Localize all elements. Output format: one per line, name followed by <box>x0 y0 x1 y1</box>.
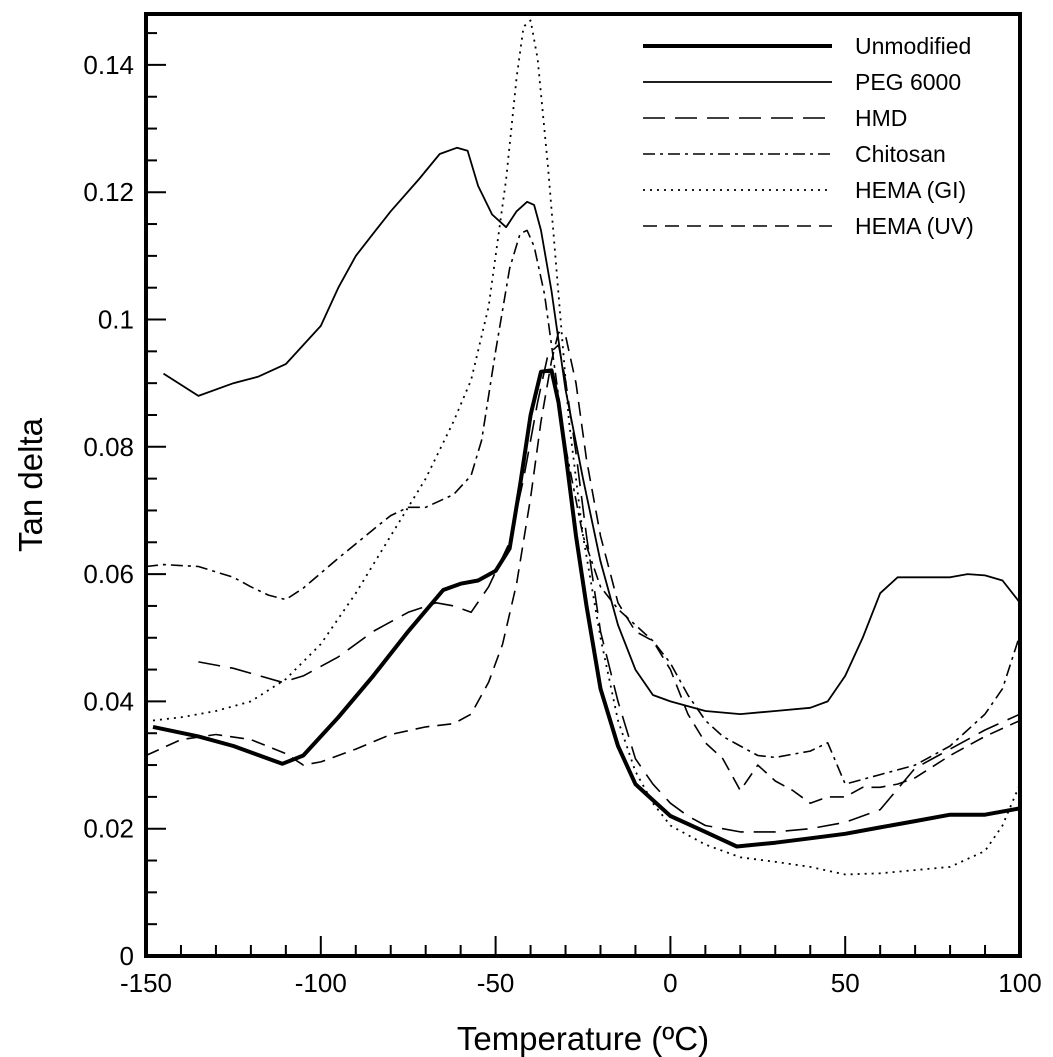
plot-frame <box>144 12 1022 958</box>
series-line <box>145 331 1021 804</box>
x-axis-title: Temperature (ºC) <box>457 1020 709 1057</box>
y-tick-label: 0.08 <box>83 432 134 462</box>
series-line <box>152 368 1021 849</box>
x-tick-label: -100 <box>295 968 347 998</box>
legend-label: HEMA (UV) <box>855 213 974 239</box>
legend-label: Chitosan <box>855 141 946 167</box>
legend-label: HEMA (GI) <box>855 177 966 203</box>
x-tick-label: 100 <box>998 968 1041 998</box>
x-tick-label: 50 <box>831 968 860 998</box>
x-tick-label: -150 <box>120 968 172 998</box>
x-tick-label: 0 <box>663 968 677 998</box>
x-tick-label: -50 <box>477 968 515 998</box>
y-axis-title: Tan delta <box>12 417 49 552</box>
y-tick-label: 0.02 <box>83 814 134 844</box>
y-tick-label: 0 <box>120 941 134 971</box>
legend: Unmodified PEG 6000 HMD Chitosan HEMA (GI) HE… <box>643 33 974 239</box>
series-line <box>145 229 1021 785</box>
tick-labels: -150 -100 -50 0 50 100 0 0.02 0.04 0.06 0.08 0.1 0.1… <box>83 50 1041 998</box>
axis-ticks <box>145 32 1021 957</box>
legend-label: HMD <box>855 105 907 131</box>
series-layer <box>145 19 1021 876</box>
legend-label: PEG 6000 <box>855 69 961 95</box>
y-tick-label: 0.04 <box>83 686 134 716</box>
y-tick-label: 0.12 <box>83 177 134 207</box>
series-line <box>198 344 1021 833</box>
y-tick-label: 0.06 <box>83 559 134 589</box>
legend-label: Unmodified <box>855 33 971 59</box>
series-line <box>152 19 1021 876</box>
y-tick-label: 0.1 <box>98 305 134 335</box>
y-tick-label: 0.14 <box>83 50 134 80</box>
series-line <box>163 146 1021 715</box>
